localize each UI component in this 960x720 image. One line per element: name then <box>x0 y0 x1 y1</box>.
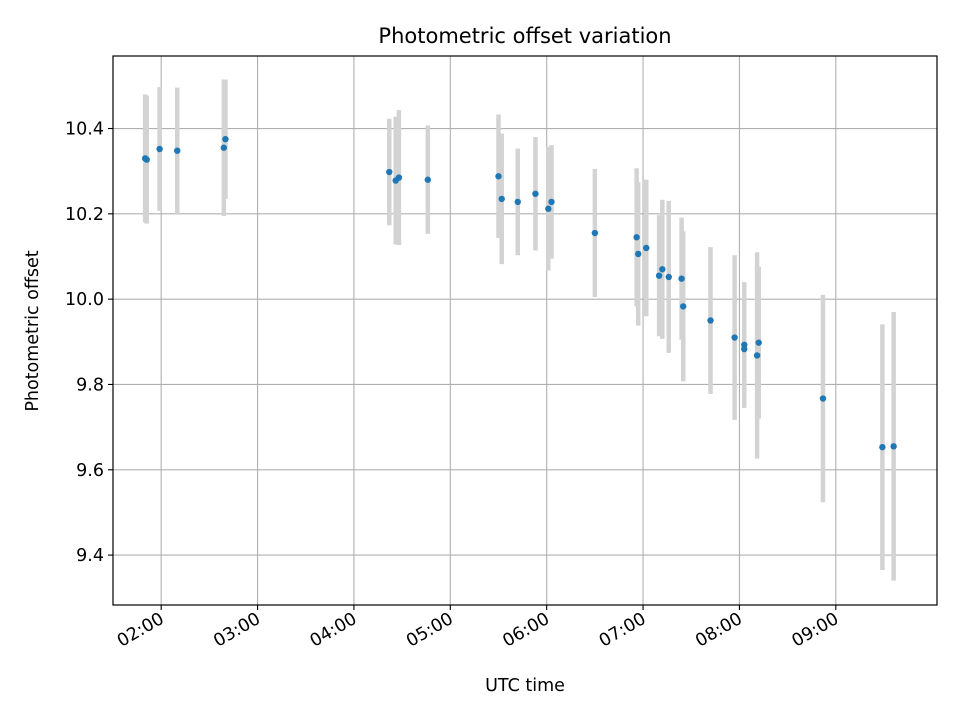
data-points <box>141 135 897 451</box>
x-tick-label: 08:00 <box>692 609 746 652</box>
data-point <box>680 303 687 310</box>
data-point <box>386 168 393 176</box>
chart-title: Photometric offset variation <box>378 24 671 48</box>
y-tick-label: 10.4 <box>65 120 104 140</box>
data-point <box>545 205 552 212</box>
y-tick-label: 9.6 <box>76 461 104 481</box>
data-point <box>222 135 229 143</box>
data-point <box>659 266 666 273</box>
data-point <box>655 272 663 279</box>
data-point <box>143 156 150 163</box>
data-point <box>741 341 748 348</box>
grid <box>113 56 937 605</box>
x-tick-label: 09:00 <box>789 609 843 652</box>
data-point <box>174 147 181 154</box>
data-point <box>424 176 432 183</box>
data-point <box>495 173 502 180</box>
y-tick-label: 10.0 <box>65 290 104 310</box>
data-point <box>220 144 228 151</box>
data-point <box>498 195 505 203</box>
x-tick-label: 07:00 <box>596 609 650 652</box>
data-point <box>548 198 555 206</box>
data-point <box>635 250 642 258</box>
y-axis-label: Photometric offset <box>23 250 43 411</box>
data-point <box>514 198 521 206</box>
data-point <box>665 273 672 281</box>
y-tick-label: 9.8 <box>76 375 104 395</box>
data-point <box>707 317 714 324</box>
x-tick-label: 06:00 <box>500 609 554 652</box>
x-tick-label: 03:00 <box>210 609 264 652</box>
data-point <box>591 229 599 237</box>
y-axis-ticks: 9.4 9.6 9.8 10.0 10.2 10.4 <box>65 120 113 566</box>
x-tick-label: 05:00 <box>403 609 457 652</box>
data-point <box>156 145 163 153</box>
data-point <box>395 174 403 181</box>
data-point <box>890 443 897 450</box>
data-point <box>753 352 761 359</box>
data-point <box>755 339 762 346</box>
x-tick-label: 04:00 <box>307 609 361 652</box>
data-point <box>633 234 640 241</box>
y-tick-label: 9.4 <box>76 546 104 566</box>
y-tick-label: 10.2 <box>65 205 104 225</box>
data-point <box>643 244 650 252</box>
data-point <box>731 334 738 341</box>
data-point <box>678 275 685 282</box>
plot-frame <box>112 55 938 606</box>
data-point <box>532 190 539 197</box>
x-axis-ticks: 02:00 03:00 04:00 05:00 06:00 07:00 08:00 09:00 <box>114 605 842 652</box>
data-point <box>879 443 886 451</box>
x-axis-label: UTC time <box>485 676 565 696</box>
data-point <box>819 395 827 402</box>
x-tick-label: 02:00 <box>114 609 168 652</box>
